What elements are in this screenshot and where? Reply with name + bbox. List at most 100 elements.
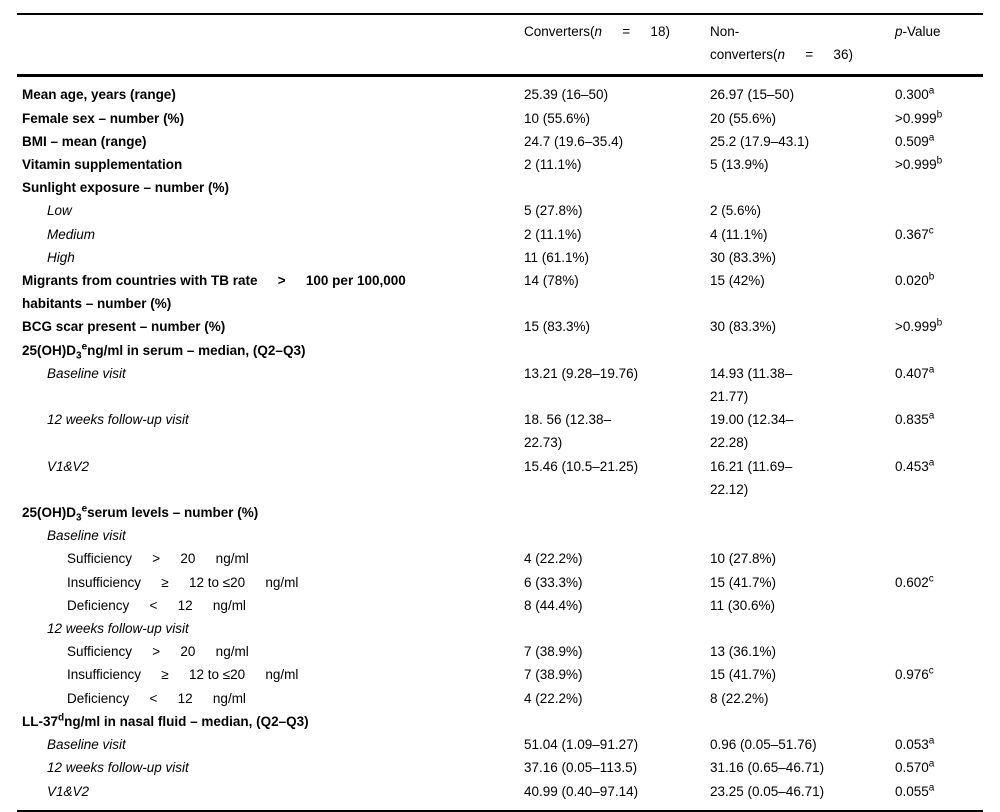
- converters-value: 7 (38.9%): [524, 667, 583, 683]
- footnote-marker: a: [928, 735, 935, 747]
- table-row: Female sex – number (%) 10 (55.6%) 20 (55.…: [17, 107, 983, 130]
- nonconverters-value: 11 (30.6%): [710, 597, 776, 613]
- footnote-marker: a: [928, 758, 935, 770]
- text: V1&V2: [47, 783, 90, 799]
- nonconverters-value: [710, 339, 895, 362]
- footnote-marker: b: [936, 155, 943, 167]
- nonconverters-value: 16.21 (11.69– 22.12): [710, 458, 793, 497]
- converters-value: 13.21 (9.28–19.76): [524, 365, 639, 381]
- converters-value: 15 (83.3%): [524, 319, 591, 335]
- text: ng/ml in serum – median, (Q2–Q3): [87, 342, 306, 358]
- row-label: Baseline visit: [17, 733, 524, 756]
- p-value-text: 0.300: [895, 87, 929, 103]
- p-value-text: 0.367: [895, 226, 929, 242]
- sub-text: 3: [76, 350, 82, 362]
- p-value: [895, 501, 983, 524]
- text: Insufficiency ≥ 12 to ≤20 ng/ml: [67, 574, 299, 590]
- table-row: Baseline visit: [17, 524, 983, 547]
- table-row: Sufficiency > 20 ng/ml 4 (22.2%) 10 (27.8%…: [17, 547, 983, 570]
- row-label: 12 weeks follow-up visit: [17, 617, 524, 640]
- nonconverters-value: 10 (27.8%): [710, 551, 777, 567]
- p-value: 0.509a: [895, 130, 983, 153]
- sup-text: e: [81, 503, 88, 515]
- p-value: [895, 617, 983, 640]
- nonconverters-value: [710, 617, 895, 640]
- converters-value: 40.99 (0.40–97.14): [524, 783, 639, 799]
- table-row: Deficiency < 12 ng/ml 4 (22.2%) 8 (22.2%): [17, 687, 983, 710]
- text: 12 weeks follow-up visit: [47, 412, 189, 428]
- p-value: [895, 640, 983, 663]
- table-container: Converters(n = 18) Non- converters(n = 3…: [17, 13, 983, 812]
- text: -Value: [902, 24, 941, 39]
- p-value-text: 0.053: [895, 737, 929, 753]
- text: ng/ml in nasal fluid – median, (Q2–Q3): [64, 713, 309, 729]
- sup-text: d: [58, 712, 65, 724]
- converters-value: [524, 501, 710, 524]
- row-label: Insufficiency ≥ 12 to ≤20 ng/ml: [17, 571, 524, 594]
- p-value: [895, 710, 983, 733]
- p-value: [895, 594, 983, 617]
- table-body: Mean age, years (range) 25.39 (16–50) 26.9…: [17, 76, 983, 811]
- text: Baseline visit: [47, 737, 126, 753]
- row-label: Medium: [17, 223, 524, 246]
- table-row: Sufficiency > 20 ng/ml 7 (38.9%) 13 (36.1%…: [17, 640, 983, 663]
- p-value: 0.053a: [895, 733, 983, 756]
- row-label: Mean age, years (range): [17, 76, 524, 107]
- text: Vitamin supplementation: [22, 157, 183, 173]
- column-header-label: [17, 14, 524, 78]
- table-row: Sunlight exposure – number (%): [17, 176, 983, 199]
- converters-value: 25.39 (16–50): [524, 87, 609, 103]
- nonconverters-value: 14.93 (11.38– 21.77): [710, 365, 793, 405]
- text: = 18): [602, 24, 670, 39]
- nonconverters-value: 8 (22.2%): [710, 690, 769, 706]
- row-label: Low: [17, 199, 524, 222]
- table-row: Insufficiency ≥ 12 to ≤20 ng/ml 6 (33.3%)…: [17, 571, 983, 594]
- row-label: V1&V2: [17, 780, 524, 811]
- column-header-converters: Converters(n = 18): [524, 14, 710, 78]
- table-row: Mean age, years (range) 25.39 (16–50) 26.9…: [17, 76, 983, 107]
- p-value-text: 0.407: [895, 365, 929, 381]
- nonconverters-value: [710, 501, 895, 524]
- nonconverters-value: 15 (41.7%): [710, 574, 777, 590]
- converters-value: [524, 710, 710, 733]
- footnote-marker: a: [928, 457, 935, 469]
- text: Sufficiency > 20 ng/ml: [67, 644, 249, 660]
- table-row: 12 weeks follow-up visit 37.16 (0.05–113.…: [17, 756, 983, 779]
- text: BCG scar present – number (%): [22, 319, 226, 335]
- nonconverters-value: 13 (36.1%): [710, 644, 777, 660]
- text: 25(OH)D: [22, 342, 77, 358]
- row-label: V1&V2: [17, 455, 524, 501]
- text: Converters(: [524, 24, 595, 39]
- table-row: High 11 (61.1%) 30 (83.3%): [17, 246, 983, 269]
- converters-value: 4 (22.2%): [524, 551, 583, 567]
- nonconverters-value: 19.00 (12.34– 22.28): [710, 412, 794, 451]
- nonconverters-value: 4 (11.1%): [710, 226, 768, 242]
- text: Mean age, years (range): [22, 87, 176, 103]
- row-label: Baseline visit: [17, 362, 524, 408]
- p-value: 0.020b: [895, 269, 983, 315]
- italic-text: p: [895, 24, 903, 39]
- footnote-marker: b: [928, 271, 935, 283]
- text: Non-: [710, 24, 740, 39]
- row-label: 25(OH)D3eng/ml in serum – median, (Q2–Q3…: [17, 339, 524, 362]
- converters-value: 5 (27.8%): [524, 203, 583, 219]
- p-value: [895, 339, 983, 362]
- nonconverters-value: 0.96 (0.05–51.76): [710, 737, 817, 753]
- p-value-text: >0.999: [895, 319, 937, 335]
- p-value: [895, 176, 983, 199]
- converters-value: 2 (11.1%): [524, 157, 582, 173]
- footnote-marker: a: [928, 782, 935, 793]
- table-row: 12 weeks follow-up visit: [17, 617, 983, 640]
- table-row: 12 weeks follow-up visit 18. 56 (12.38– 2…: [17, 408, 983, 454]
- table-row: 25(OH)D3eserum levels – number (%): [17, 501, 983, 524]
- nonconverters-value: [710, 176, 895, 199]
- row-label: Migrants from countries with TB rate > 1…: [17, 269, 524, 315]
- table-row: BMI – mean (range) 24.7 (19.6–35.4) 25.2 (…: [17, 130, 983, 153]
- nonconverters-value: 15 (41.7%): [710, 667, 777, 683]
- converters-value: 15.46 (10.5–21.25): [524, 458, 639, 474]
- footnote-marker: b: [936, 109, 943, 121]
- row-label: 12 weeks follow-up visit: [17, 408, 524, 454]
- table-row: Baseline visit 13.21 (9.28–19.76) 14.93 (1…: [17, 362, 983, 408]
- text: Deficiency < 12 ng/ml: [67, 597, 246, 613]
- converters-value: 4 (22.2%): [524, 690, 583, 706]
